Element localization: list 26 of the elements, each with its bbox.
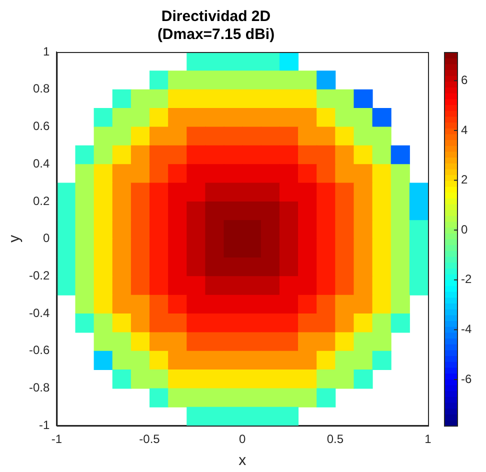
y-tick-label: 0.2	[32, 194, 50, 208]
y-tick-label: 0.6	[32, 119, 50, 134]
y-tick-label: 0.4	[32, 156, 50, 170]
color-bar-label: 2	[461, 172, 468, 187]
y-tick-label: 0.8	[32, 82, 50, 96]
y-tick-label: 1	[42, 44, 50, 58]
y-tick-label: -1	[39, 418, 50, 432]
x-tick-label: 1	[424, 432, 432, 446]
chart-title: Directividad 2D	[161, 8, 271, 26]
x-tick-label: 0.5	[326, 432, 344, 446]
y-tick-label: -0.2	[28, 268, 50, 282]
color-bar-label: -2	[461, 272, 472, 286]
color-bar-label: 0	[461, 222, 468, 236]
chart-subtitle: (Dmax=7.15 dBi)	[157, 26, 275, 44]
x-tick-label: 0	[238, 432, 246, 446]
color-bar-label: 6	[461, 72, 468, 87]
y-tick-label: -0.8	[28, 380, 50, 395]
y-tick-label: -0.6	[28, 343, 50, 358]
y-tick-label: -0.4	[28, 306, 50, 320]
color-bar-label: -4	[461, 322, 472, 336]
x-axis-title: x	[238, 452, 247, 470]
color-bar-label: 4	[461, 122, 468, 137]
y-tick-label: 0	[42, 231, 50, 246]
color-bar-label: -6	[461, 372, 472, 386]
y-axis-title: y	[6, 234, 24, 243]
x-tick-label: -0.5	[139, 432, 160, 446]
